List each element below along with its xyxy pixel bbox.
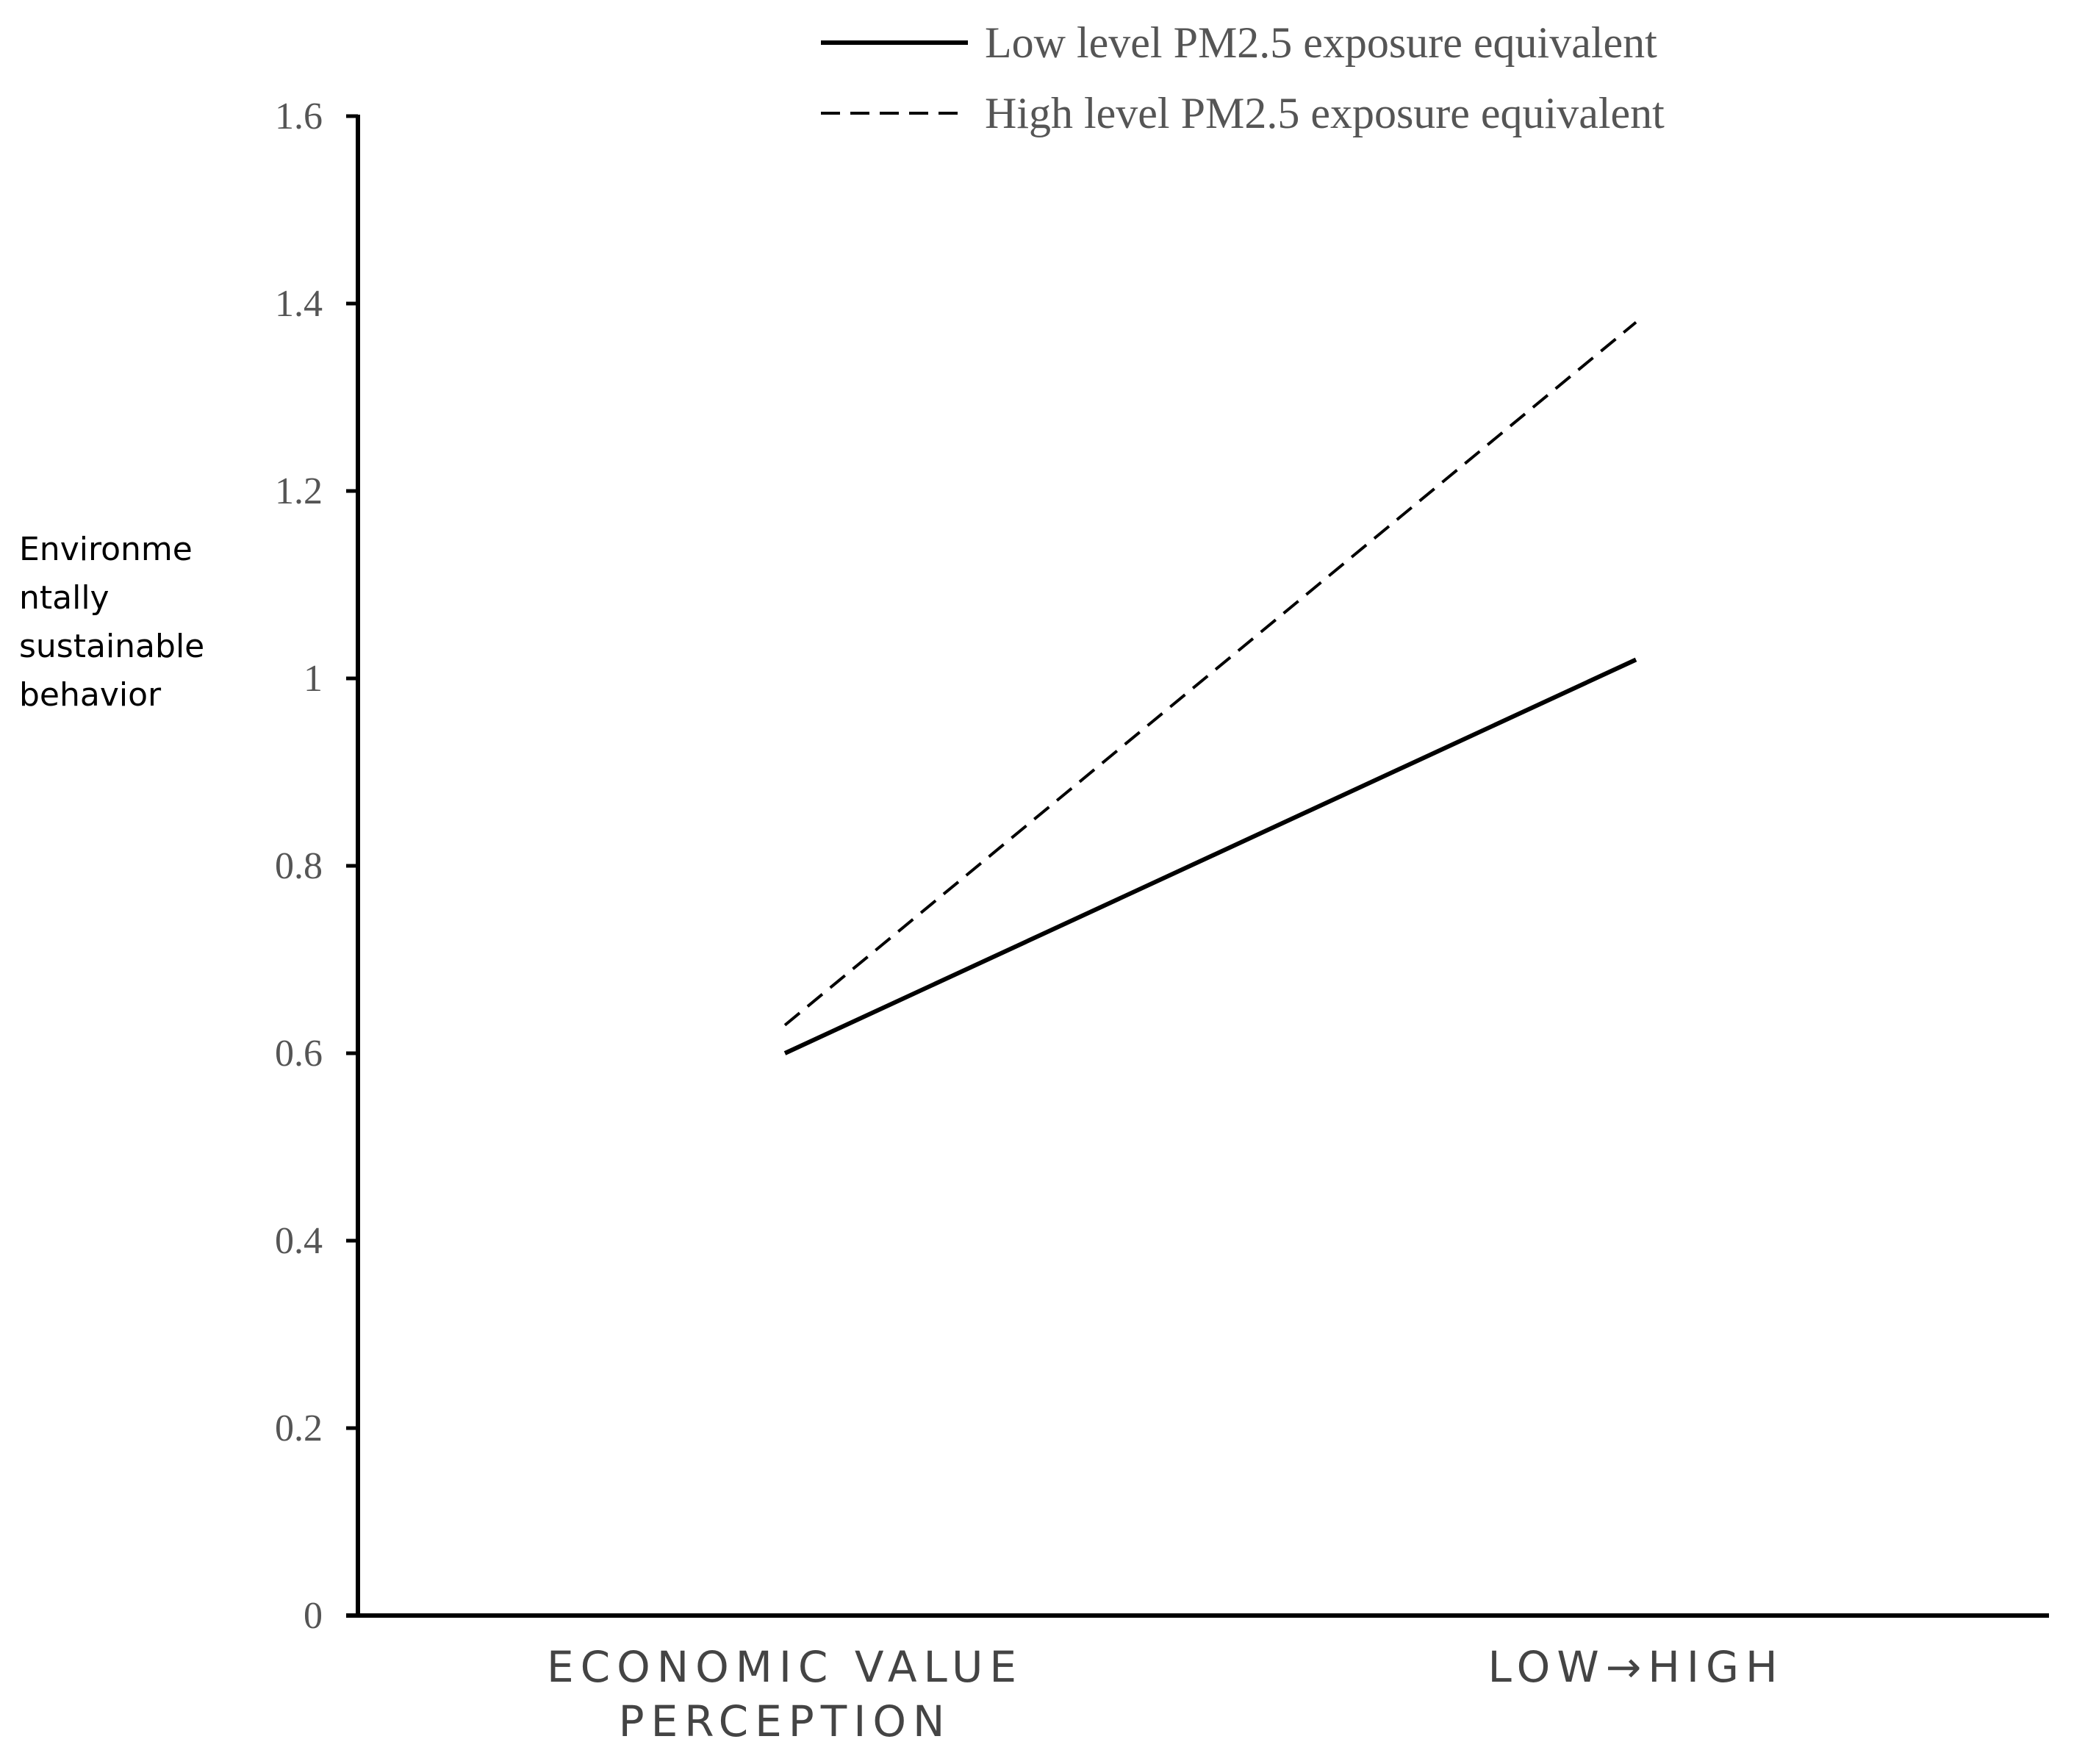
x-category-label: LOW→HIGH xyxy=(1488,1642,1784,1692)
y-tick-label: 1.4 xyxy=(275,283,323,325)
series-line-high-pm25 xyxy=(783,320,1637,1027)
y-tick-label: 0.4 xyxy=(275,1220,323,1262)
y-tick-label: 1.6 xyxy=(275,96,323,137)
x-category-label: PERCEPTION xyxy=(619,1696,952,1746)
series-line-low-pm25 xyxy=(783,657,1637,1055)
series-lines xyxy=(783,320,1637,1055)
y-tick-label: 0.6 xyxy=(275,1033,323,1075)
y-tick-label: 1 xyxy=(304,658,323,700)
y-axis-label-line: behavior xyxy=(19,676,162,714)
y-axis-label-line: sustainable xyxy=(19,628,204,665)
y-tick-label: 0.2 xyxy=(275,1408,323,1449)
y-axis: 0 0.2 0.4 0.6 0.8 1 1.2 1.4 1.6 xyxy=(275,96,360,1637)
y-tick-label: 0.8 xyxy=(275,845,323,887)
y-axis-label-line: Environme xyxy=(19,531,193,568)
legend: Low level PM2.5 exposure equivalent High … xyxy=(821,18,1665,137)
y-axis-label-line: ntally xyxy=(19,579,110,617)
y-tick-label: 0 xyxy=(304,1595,323,1637)
y-tick-label: 1.2 xyxy=(275,470,323,512)
y-axis-label: Environme ntally sustainable behavior xyxy=(19,531,204,714)
legend-label: Low level PM2.5 exposure equivalent xyxy=(985,18,1657,67)
legend-label: High level PM2.5 exposure equivalent xyxy=(985,89,1665,137)
x-category-label: ECONOMIC VALUE xyxy=(547,1642,1023,1692)
